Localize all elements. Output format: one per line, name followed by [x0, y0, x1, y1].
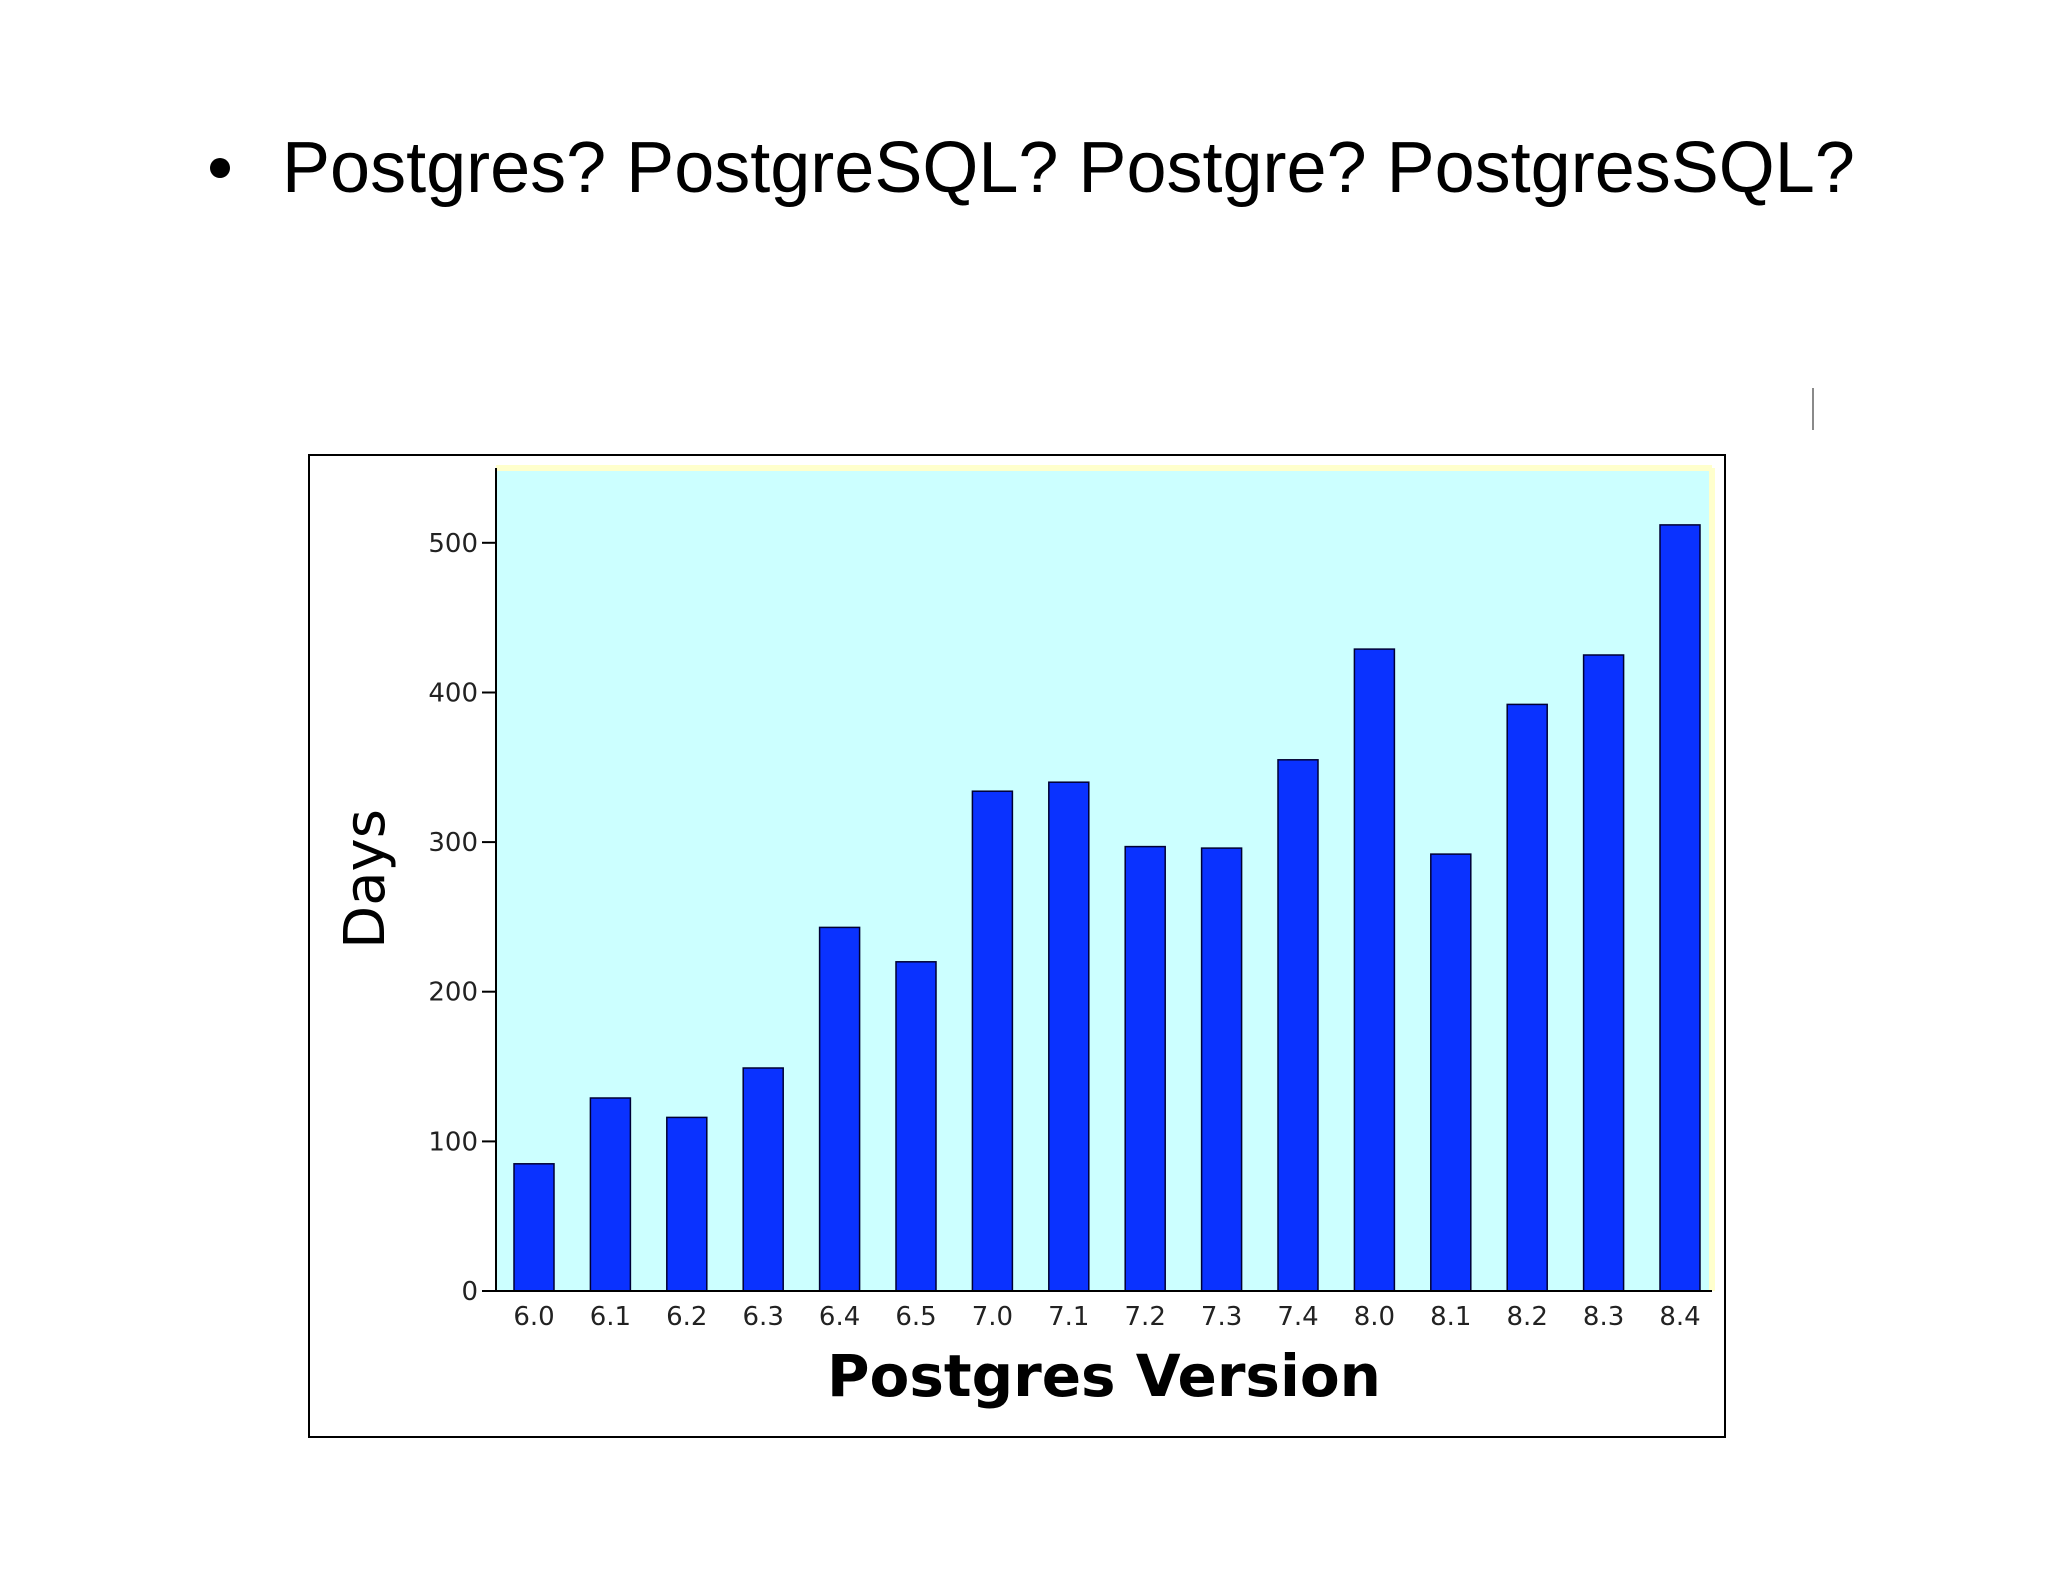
x-tick-label-8-2: 8.2	[1507, 1302, 1548, 1332]
bar-6-2	[666, 1116, 708, 1292]
x-tick-label-7-2: 7.2	[1125, 1302, 1166, 1332]
bar-6-3	[742, 1067, 784, 1292]
x-tick-label-6-5: 6.5	[895, 1302, 936, 1332]
slide-bullet: Postgres? PostgreSQL? Postgre? PostgresS…	[210, 118, 1855, 218]
bar-8-2	[1506, 703, 1548, 1292]
bar-6-1	[589, 1097, 632, 1292]
bar-8-4	[1659, 524, 1701, 1292]
bar-8-3	[1582, 654, 1625, 1292]
x-tick-label-6-0: 6.0	[513, 1302, 554, 1332]
y-tick-label-300: 300	[428, 828, 478, 858]
x-tick-label-8-0: 8.0	[1354, 1302, 1395, 1332]
x-tick-label-8-3: 8.3	[1583, 1302, 1624, 1332]
bar-6-5	[895, 961, 937, 1292]
bar-8-0	[1353, 648, 1396, 1292]
bar-7-4	[1277, 759, 1319, 1292]
release-interval-chart: 0 100 200 300 400 500 6.0 6.1 6.2 6.3 6.4 6.5 7.0 7.…	[308, 454, 1726, 1438]
x-tick-label-6-2: 6.2	[666, 1302, 707, 1332]
y-ticks-group: 0 100 200 300 400 500	[428, 529, 496, 1307]
slide-bullet-text: Postgres? PostgreSQL? Postgre? PostgresS…	[282, 128, 1855, 208]
bar-7-3	[1200, 847, 1243, 1292]
x-tick-label-8-1: 8.1	[1430, 1302, 1471, 1332]
x-tick-label-7-0: 7.0	[972, 1302, 1013, 1332]
x-tick-label-8-4: 8.4	[1659, 1302, 1700, 1332]
x-tick-label-6-4: 6.4	[819, 1302, 860, 1332]
x-tick-label-6-1: 6.1	[590, 1302, 631, 1332]
bar-6-4	[818, 926, 861, 1292]
x-tick-label-6-3: 6.3	[743, 1302, 784, 1332]
y-tick-label-400: 400	[428, 679, 478, 709]
y-tick-label-0: 0	[461, 1277, 478, 1307]
text-cursor-icon	[1812, 388, 1814, 430]
y-tick-label-500: 500	[428, 529, 478, 559]
y-tick-label-100: 100	[428, 1127, 478, 1157]
chart-svg: 0 100 200 300 400 500 6.0 6.1 6.2 6.3 6.4 6.5 7.0 7.…	[308, 454, 1726, 1438]
x-tick-label-7-3: 7.3	[1201, 1302, 1242, 1332]
x-ticks-group: 6.0 6.1 6.2 6.3 6.4 6.5 7.0 7.1 7.2 7.3 7.4 8.0 8.1 8…	[513, 1302, 1700, 1332]
bar-7-1	[1048, 781, 1090, 1292]
bar-6-0	[513, 1163, 555, 1292]
y-axis-label: Days	[333, 809, 398, 949]
x-tick-label-7-4: 7.4	[1277, 1302, 1318, 1332]
x-tick-label-7-1: 7.1	[1048, 1302, 1089, 1332]
bars-group	[513, 524, 1701, 1292]
y-tick-label-200: 200	[428, 978, 478, 1008]
x-axis-label: Postgres Version	[827, 1342, 1381, 1410]
bar-7-0	[971, 790, 1014, 1292]
bar-8-1	[1430, 853, 1472, 1292]
bullet-dot-icon	[210, 158, 230, 178]
bar-7-2	[1124, 845, 1166, 1292]
